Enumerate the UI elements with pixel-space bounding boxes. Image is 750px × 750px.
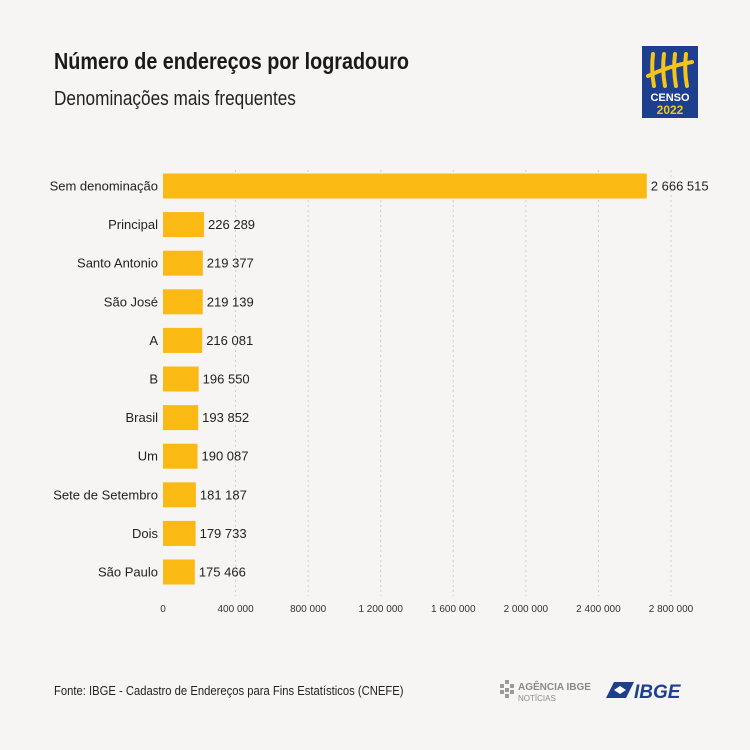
bar xyxy=(163,212,205,238)
category-label: Principal xyxy=(108,217,158,232)
bar xyxy=(163,482,196,508)
agencia-ibge-logo: AGÊNCIA IBGE NOTÍCIAS xyxy=(498,676,598,706)
x-tick-label: 2 800 000 xyxy=(649,604,694,615)
x-tick-label: 0 xyxy=(160,604,166,615)
value-label: 219 377 xyxy=(207,256,254,271)
bar xyxy=(163,250,203,276)
agencia-mark-icon xyxy=(500,680,514,698)
tally-marks-icon xyxy=(646,52,694,88)
value-label: 226 289 xyxy=(208,217,255,232)
bar xyxy=(163,366,199,392)
category-label: São Paulo xyxy=(98,565,158,580)
source-note: Fonte: IBGE - Cadastro de Endereços para… xyxy=(54,684,404,698)
value-label: 216 081 xyxy=(206,333,253,348)
category-label: Santo Antonio xyxy=(77,256,158,271)
agencia-line2: NOTÍCIAS xyxy=(518,694,556,703)
logo-line2: 2022 xyxy=(657,103,684,117)
bar xyxy=(163,443,198,469)
logo-line1: CENSO xyxy=(650,92,690,104)
bar xyxy=(163,520,196,546)
x-tick-label: 2 400 000 xyxy=(576,604,621,615)
value-label: 196 550 xyxy=(203,372,250,387)
bar xyxy=(163,559,195,585)
category-label: Dois xyxy=(132,526,159,541)
category-label: Sem denominação xyxy=(50,179,158,194)
x-tick-label: 2 000 000 xyxy=(504,604,549,615)
value-label: 181 187 xyxy=(200,487,247,502)
value-label: 179 733 xyxy=(200,526,247,541)
category-label: B xyxy=(149,372,158,387)
category-label: A xyxy=(149,333,158,348)
bar xyxy=(163,289,203,315)
category-label: Sete de Setembro xyxy=(53,487,158,502)
ibge-wordmark: IBGE xyxy=(634,682,682,703)
value-label: 219 139 xyxy=(207,294,254,309)
category-label: Um xyxy=(138,449,158,464)
bar xyxy=(163,405,199,431)
value-label: 190 087 xyxy=(201,449,248,464)
value-label: 175 466 xyxy=(199,565,246,580)
x-tick-label: 400 000 xyxy=(217,604,254,615)
ibge-flag-icon xyxy=(606,682,634,698)
x-tick-label: 1 200 000 xyxy=(358,604,403,615)
chart-title: Número de endereços por logradouro xyxy=(54,48,410,74)
bar xyxy=(163,173,647,199)
agencia-line1: AGÊNCIA IBGE xyxy=(518,680,591,693)
ibge-logo: IBGE xyxy=(604,676,700,706)
x-tick-label: 1 600 000 xyxy=(431,604,476,615)
category-label: São José xyxy=(104,294,158,309)
value-label: 193 852 xyxy=(202,410,249,425)
bar xyxy=(163,327,203,353)
chart-subtitle: Denominações mais frequentes xyxy=(54,88,296,110)
x-tick-label: 800 000 xyxy=(290,604,327,615)
category-label: Brasil xyxy=(125,410,158,425)
value-label: 2 666 515 xyxy=(651,179,709,194)
censo-2022-logo: CENSO 2022 xyxy=(642,46,698,118)
